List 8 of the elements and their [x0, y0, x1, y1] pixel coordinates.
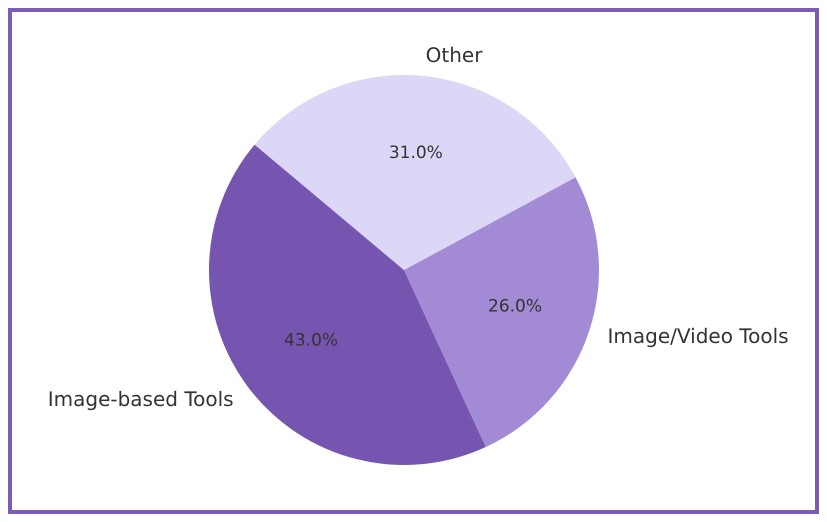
data-label: 31.0%: [388, 143, 443, 164]
slice-label: Image-based Tools: [48, 386, 234, 411]
slice-label: Other: [426, 43, 484, 68]
pie-slice: [254, 75, 576, 270]
data-label: 43.0%: [284, 330, 338, 351]
slice-label: Image/Video Tools: [608, 324, 789, 348]
pie-slice: [404, 177, 599, 448]
data-label: 26.0%: [488, 296, 542, 317]
